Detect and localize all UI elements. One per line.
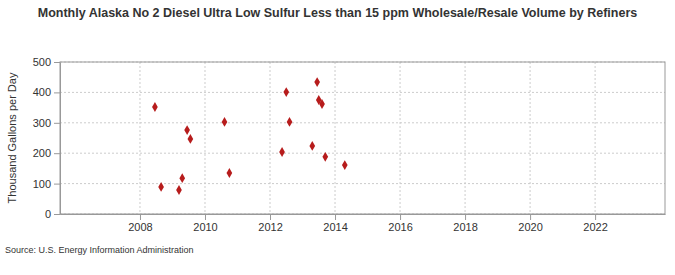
x-axis: 2008 2010 2012 2014 2016 2018 2020 2022 — [61, 214, 666, 233]
x-grid-line — [335, 62, 336, 214]
x-grid-line — [204, 62, 205, 214]
x-tick: 2020 — [518, 214, 542, 233]
point — [309, 141, 315, 151]
title: Monthly Alaska No 2 Diesel Ultra Low Sul… — [38, 6, 638, 20]
y-tick: 200 — [33, 147, 60, 159]
x-tick-mark — [530, 214, 531, 220]
point — [342, 160, 348, 170]
points — [152, 77, 348, 195]
x-grid-line — [139, 62, 140, 214]
x-grid-line — [465, 62, 466, 214]
x-tick-mark — [205, 214, 206, 220]
y-tick: 400 — [33, 86, 60, 98]
x-tick: 2018 — [453, 214, 477, 233]
x-tick-mark — [595, 214, 596, 220]
y-tick-label: 300 — [33, 117, 51, 129]
x-tick: 2008 — [128, 214, 152, 233]
y-tick: 500 — [33, 56, 60, 68]
x-axis-line — [61, 214, 666, 215]
y-axis: 0 100 200 300 400 500 — [33, 56, 61, 220]
x-tick: 2014 — [323, 214, 347, 233]
y-tick-mark — [54, 153, 60, 154]
point — [188, 134, 194, 144]
y-tick-mark — [54, 123, 60, 124]
x-grid-line — [530, 62, 531, 214]
y-tick-mark — [54, 62, 60, 63]
title-line: Monthly Alaska No 2 Diesel Ultra Low Sul… — [38, 6, 638, 20]
y-axis-line — [60, 63, 61, 215]
y-tick-label: 0 — [45, 208, 51, 220]
x-tick-mark — [140, 214, 141, 220]
y-tick-label: 400 — [33, 86, 51, 98]
x-grid-line — [595, 62, 596, 214]
y-axis-title: Thousand Gallons per Day — [6, 72, 18, 203]
y-tick-mark — [54, 92, 60, 93]
y-tick: 300 — [33, 117, 60, 129]
x-tick-mark — [400, 214, 401, 220]
point — [322, 152, 328, 162]
y-tick-label: 200 — [33, 147, 51, 159]
point — [314, 77, 320, 87]
point — [287, 117, 293, 127]
x-tick-label: 2022 — [583, 221, 607, 233]
y-tick-label: 100 — [33, 178, 51, 190]
grid — [60, 62, 665, 214]
x-tick: 2012 — [258, 214, 282, 233]
y-grid-line — [60, 153, 665, 154]
plot-frame — [60, 62, 665, 214]
x-tick: 2010 — [193, 214, 217, 233]
x-tick-label: 2020 — [518, 221, 542, 233]
point — [227, 168, 233, 178]
source: Source: U.S. Energy Information Administ… — [5, 245, 194, 255]
y-tick-mark — [54, 184, 60, 185]
x-grid-line — [400, 62, 401, 214]
y-grid-line — [60, 122, 665, 123]
point — [158, 182, 164, 192]
x-tick-mark — [465, 214, 466, 220]
x-tick-label: 2016 — [388, 221, 412, 233]
point — [222, 117, 228, 127]
point — [319, 99, 325, 109]
y-tick-label: 500 — [33, 56, 51, 68]
x-tick-label: 2018 — [453, 221, 477, 233]
y-grid-line — [60, 183, 665, 184]
point — [279, 147, 285, 157]
x-tick-label: 2014 — [323, 221, 347, 233]
x-tick-label: 2010 — [193, 221, 217, 233]
point — [283, 87, 289, 97]
x-tick-label: 2008 — [128, 221, 152, 233]
y-grid-line — [60, 92, 665, 93]
x-tick-mark — [335, 214, 336, 220]
point — [184, 125, 190, 135]
point — [176, 185, 182, 195]
chart: Monthly Alaska No 2 Diesel Ultra Low Sul… — [0, 0, 675, 275]
x-tick: 2016 — [388, 214, 412, 233]
x-tick-mark — [270, 214, 271, 220]
y-tick-mark — [54, 214, 60, 215]
x-grid-line — [270, 62, 271, 214]
x-tick: 2022 — [583, 214, 607, 233]
point — [179, 173, 185, 183]
point — [152, 102, 158, 112]
y-tick: 0 — [45, 208, 60, 220]
x-tick-label: 2012 — [258, 221, 282, 233]
y-tick: 100 — [33, 178, 60, 190]
